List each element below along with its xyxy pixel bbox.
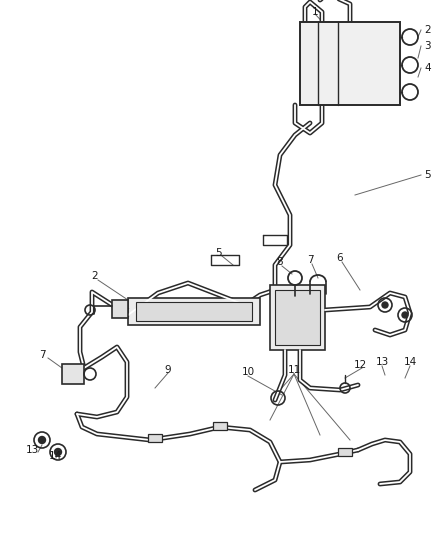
Text: 1: 1	[312, 7, 318, 17]
Text: 10: 10	[241, 367, 254, 377]
Text: 14: 14	[403, 357, 417, 367]
Text: 3: 3	[424, 41, 431, 51]
Text: 5: 5	[215, 248, 221, 258]
Text: 8: 8	[277, 257, 283, 267]
Text: 5: 5	[424, 170, 431, 180]
Bar	[338, 448, 352, 456]
Text: 11: 11	[287, 365, 300, 375]
Text: 4: 4	[424, 63, 431, 73]
Bar	[128, 298, 260, 325]
Text: 7: 7	[307, 255, 313, 265]
Bar	[148, 434, 162, 442]
Bar	[112, 300, 128, 318]
Circle shape	[39, 437, 46, 443]
Text: 2: 2	[92, 271, 98, 281]
Text: 2: 2	[424, 25, 431, 35]
Circle shape	[54, 448, 61, 456]
Circle shape	[402, 312, 408, 318]
Text: 6: 6	[337, 253, 343, 263]
Bar	[213, 422, 227, 430]
Bar	[136, 302, 252, 321]
Bar	[275, 290, 320, 345]
Bar	[62, 364, 84, 384]
Text: 12: 12	[353, 360, 367, 370]
Text: 13: 13	[375, 357, 389, 367]
Text: 14: 14	[48, 451, 62, 461]
Text: 13: 13	[25, 445, 39, 455]
Bar	[270, 285, 325, 350]
Text: 7: 7	[39, 350, 45, 360]
Circle shape	[382, 302, 388, 308]
Text: 9: 9	[165, 365, 171, 375]
Bar	[300, 22, 400, 105]
